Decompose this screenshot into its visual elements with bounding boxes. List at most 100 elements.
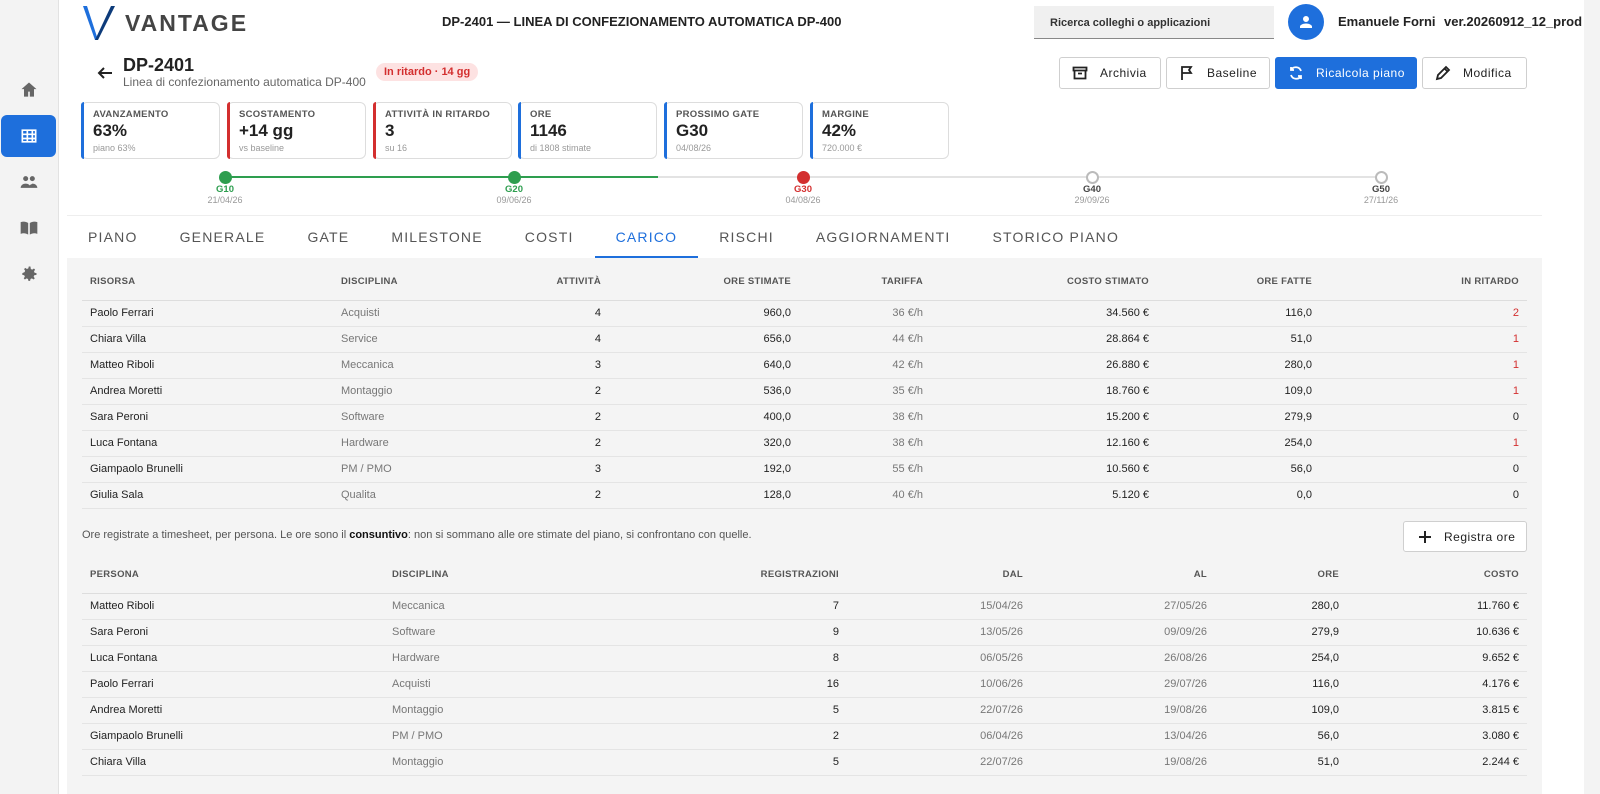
column-header[interactable]: ORE FATTE bbox=[1149, 264, 1312, 301]
table-cell: 116,0 bbox=[1207, 671, 1339, 698]
kpi-value: 63% bbox=[93, 121, 128, 140]
recalc-plan-button[interactable]: Ricalcola piano bbox=[1275, 57, 1417, 89]
table-row[interactable]: Chiara Villa Service 4 656,0 44 €/h 28.864 €5… bbox=[82, 326, 1527, 353]
gate-marker[interactable]: G40 29/09/26 bbox=[1062, 171, 1122, 205]
gate-marker[interactable]: G50 27/11/26 bbox=[1351, 171, 1411, 205]
table-cell: 27/05/26 bbox=[1023, 593, 1207, 620]
gate-marker[interactable]: G10 21/04/26 bbox=[195, 171, 255, 205]
table-row[interactable]: Sara Peroni Software 9 13/05/26 09/09/26 279,… bbox=[82, 619, 1527, 646]
search-input[interactable]: Ricerca colleghi o applicazioni bbox=[1034, 6, 1274, 39]
brand-name: VANTAGE bbox=[125, 9, 249, 36]
nav-home-icon[interactable] bbox=[1, 69, 56, 111]
baseline-button[interactable]: Baseline bbox=[1166, 57, 1270, 89]
table-cell: 0 bbox=[1312, 404, 1527, 431]
nav-settings-icon[interactable] bbox=[1, 253, 56, 295]
column-header[interactable]: TARIFFA bbox=[791, 264, 923, 301]
register-hours-button[interactable]: Registra ore bbox=[1403, 521, 1527, 552]
tab-milestone[interactable]: MILESTONE bbox=[391, 229, 483, 245]
tab-generale[interactable]: GENERALE bbox=[179, 229, 266, 245]
gate-name: G20 bbox=[505, 184, 523, 195]
top-bar: VANTAGE DP-2401 — LINEA DI CONFEZIONAMEN… bbox=[59, 0, 1584, 44]
gate-dot bbox=[218, 171, 232, 184]
table-cell: 1 bbox=[1312, 326, 1527, 353]
table-row[interactable]: Giampaolo Brunelli PM / PMO 3 192,0 55 €/h 10… bbox=[82, 456, 1527, 483]
table-cell: 2 bbox=[491, 378, 601, 405]
kpi-sub: 720.000 € bbox=[822, 143, 863, 153]
gate-name: G30 bbox=[794, 184, 812, 195]
kpi-accent-bar bbox=[373, 102, 376, 159]
table-cell: 09/09/26 bbox=[1023, 619, 1207, 646]
archive-button[interactable]: Archivia bbox=[1059, 57, 1161, 89]
nav-book-icon[interactable] bbox=[1, 207, 56, 249]
edit-button[interactable]: Modifica bbox=[1422, 57, 1527, 89]
table-cell: 3 bbox=[491, 456, 601, 483]
note-text-end: : non si sommano alle ore stimate del pi… bbox=[407, 529, 752, 541]
register-hours-label: Registra ore bbox=[1444, 529, 1516, 544]
kpi-label: PROSSIMO GATE bbox=[676, 109, 760, 120]
table-cell: 06/04/26 bbox=[839, 723, 1023, 750]
table-row[interactable]: Andrea Moretti Montaggio 2 536,0 35 €/h 18.76… bbox=[82, 378, 1527, 405]
column-header[interactable]: PERSONA bbox=[82, 557, 392, 594]
column-header[interactable]: RISORSA bbox=[82, 264, 341, 301]
tab-rischi[interactable]: RISCHI bbox=[719, 229, 774, 245]
table-row[interactable]: Sara Peroni Software 2 400,0 38 €/h 15.200 €2… bbox=[82, 404, 1527, 431]
column-header[interactable]: ORE STIMATE bbox=[601, 264, 791, 301]
table-row[interactable]: Paolo Ferrari Acquisti 16 10/06/26 29/07/26 1… bbox=[82, 671, 1527, 698]
table-cell: 11.760 € bbox=[1339, 593, 1527, 620]
project-subtitle: Linea di confezionamento automatica DP-4… bbox=[123, 75, 366, 89]
table-cell: 55 €/h bbox=[791, 456, 923, 483]
back-arrow-icon[interactable] bbox=[96, 64, 114, 82]
column-header[interactable]: COSTO STIMATO bbox=[923, 264, 1149, 301]
column-header[interactable]: IN RITARDO bbox=[1312, 264, 1527, 301]
table-row[interactable]: Giampaolo Brunelli PM / PMO 2 06/04/26 13/04… bbox=[82, 723, 1527, 750]
column-header[interactable]: REGISTRAZIONI bbox=[592, 557, 839, 594]
gate-marker[interactable]: G20 09/06/26 bbox=[484, 171, 544, 205]
table-cell: 0 bbox=[1312, 482, 1527, 509]
brand-logo[interactable]: VANTAGE bbox=[81, 4, 248, 42]
column-header[interactable]: AL bbox=[1023, 557, 1207, 594]
refresh-icon bbox=[1290, 66, 1302, 80]
table-cell: Sara Peroni bbox=[82, 619, 392, 646]
table-row[interactable]: Chiara Villa Montaggio 5 22/07/26 19/08/26 51… bbox=[82, 749, 1527, 776]
table-row[interactable]: Matteo Riboli Meccanica 7 15/04/26 27/05/26 2… bbox=[82, 593, 1527, 620]
column-header[interactable]: ORE bbox=[1207, 557, 1339, 594]
tab-gate[interactable]: GATE bbox=[307, 229, 350, 245]
tab-piano[interactable]: PIANO bbox=[88, 229, 138, 245]
gate-marker[interactable]: G30 04/08/26 bbox=[773, 171, 833, 205]
table-cell: Service bbox=[341, 326, 491, 353]
table-cell: PM / PMO bbox=[392, 723, 592, 750]
table-row[interactable]: Paolo Ferrari Acquisti 4 960,0 36 €/h 34.560 … bbox=[82, 300, 1527, 327]
table-row[interactable]: Luca Fontana Hardware 2 320,0 38 €/h 12.160 €… bbox=[82, 430, 1527, 457]
column-header[interactable]: ATTIVITÀ bbox=[491, 264, 601, 301]
table-cell: 15/04/26 bbox=[839, 593, 1023, 620]
table-cell: 51,0 bbox=[1149, 326, 1312, 353]
table-cell: 13/04/26 bbox=[1023, 723, 1207, 750]
load-table: RISORSA DISCIPLINA ATTIVITÀ ORE STIMATE TARI… bbox=[82, 264, 1527, 509]
column-header[interactable]: COSTO bbox=[1339, 557, 1527, 594]
nav-grid-icon[interactable] bbox=[1, 115, 56, 157]
table-cell: Giampaolo Brunelli bbox=[82, 456, 341, 483]
flag-icon bbox=[1181, 66, 1193, 80]
table-cell: Andrea Moretti bbox=[82, 697, 392, 724]
user-name: Emanuele Forni bbox=[1338, 14, 1436, 29]
scrollbar[interactable] bbox=[1584, 0, 1600, 794]
column-header[interactable]: DISCIPLINA bbox=[392, 557, 592, 594]
tab-storico-piano[interactable]: STORICO PIANO bbox=[992, 229, 1120, 245]
table-cell: 0,0 bbox=[1149, 482, 1312, 509]
tab-costi[interactable]: COSTI bbox=[524, 229, 574, 245]
column-header[interactable]: DAL bbox=[839, 557, 1023, 594]
table-row[interactable]: Matteo Riboli Meccanica 3 640,0 42 €/h 26.880… bbox=[82, 352, 1527, 379]
avatar[interactable] bbox=[1288, 4, 1324, 40]
table-row[interactable]: Giulia Sala Qualita 2 128,0 40 €/h 5.120 €0,0… bbox=[82, 482, 1527, 509]
table-cell: 38 €/h bbox=[791, 404, 923, 431]
column-header[interactable]: DISCIPLINA bbox=[341, 264, 491, 301]
nav-people-icon[interactable] bbox=[1, 161, 56, 203]
tab-carico[interactable]: CARICO bbox=[594, 216, 699, 258]
table-cell: Meccanica bbox=[341, 352, 491, 379]
table-row[interactable]: Luca Fontana Hardware 8 06/05/26 26/08/26 254… bbox=[82, 645, 1527, 672]
tab-aggiornamenti[interactable]: AGGIORNAMENTI bbox=[815, 229, 951, 245]
table-cell: Montaggio bbox=[392, 697, 592, 724]
gate-date: 21/04/26 bbox=[207, 195, 243, 205]
table-cell: Qualita bbox=[341, 482, 491, 509]
table-row[interactable]: Andrea Moretti Montaggio 5 22/07/26 19/08/26… bbox=[82, 697, 1527, 724]
